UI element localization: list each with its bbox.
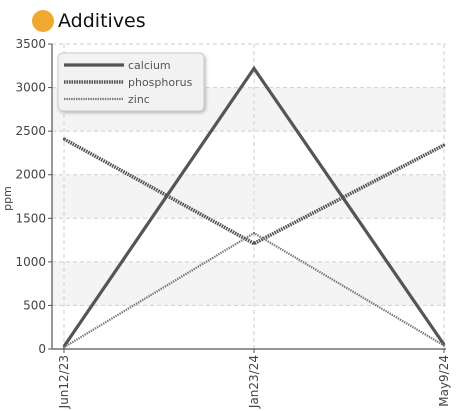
x-axis-ticks: Jun12/23 Jan23/24 May9/24 (57, 349, 451, 409)
chart-title: Additives (58, 10, 146, 32)
x-tick-label: Jun12/23 (57, 355, 71, 409)
legend[interactable]: calcium phosphorus zinc (57, 52, 205, 112)
x-tick-label: May9/24 (437, 355, 451, 407)
y-tick-label: 0 (38, 342, 46, 356)
y-tick-label: 1000 (15, 255, 46, 269)
series-lines (62, 65, 446, 349)
y-tick-label: 2000 (15, 168, 46, 182)
grid-lines (52, 43, 446, 350)
data-point-phosphorus (252, 242, 256, 245)
y-axis-ticks: 0 500 1000 1500 2000 2500 3000 3500 (15, 37, 52, 356)
data-point-calcium (252, 67, 256, 70)
legend-label-phosphorus[interactable]: phosphorus (128, 76, 193, 89)
x-tick-label: Jan23/24 (247, 355, 261, 409)
y-tick-label: 1500 (15, 211, 46, 225)
y-tick-label: 3000 (15, 81, 46, 95)
data-point-phosphorus (62, 137, 66, 141)
data-point-zinc (252, 231, 256, 235)
plot-band (52, 174, 446, 219)
plot-band (52, 261, 446, 306)
y-tick-label: 500 (23, 298, 46, 312)
data-point-phosphorus (442, 143, 446, 147)
legend-box (57, 52, 205, 112)
data-point-zinc (62, 346, 66, 349)
status-dot-icon (32, 10, 54, 32)
y-tick-label: 2500 (15, 124, 46, 138)
legend-label-zinc[interactable]: zinc (128, 93, 150, 106)
data-point-zinc (442, 344, 446, 347)
chart-header: Additives (32, 8, 146, 34)
y-axis-label: ppm (1, 186, 14, 211)
y-tick-label: 3500 (15, 37, 46, 51)
axes (51, 44, 446, 350)
legend-label-calcium[interactable]: calcium (128, 59, 171, 72)
plot-bands (52, 87, 446, 306)
